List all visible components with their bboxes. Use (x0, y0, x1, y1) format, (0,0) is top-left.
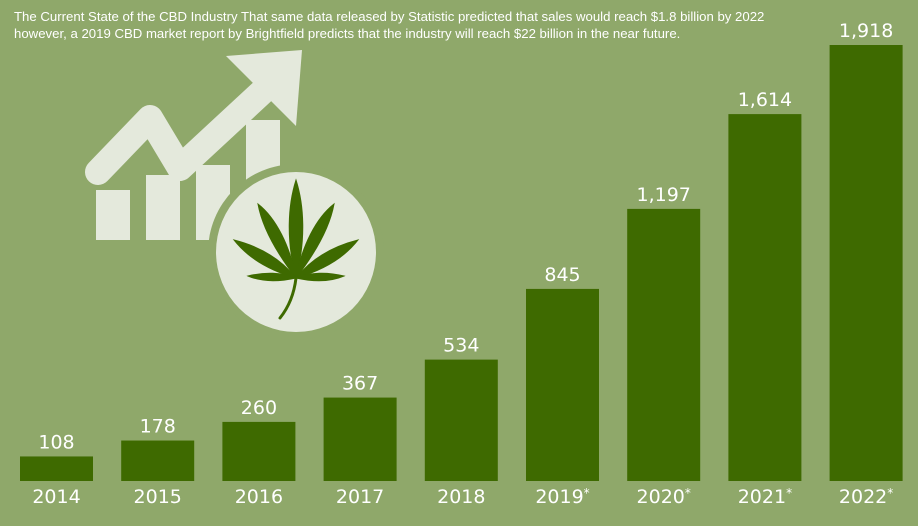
value-label: 108 (38, 431, 74, 453)
bar-2020 (627, 208, 701, 481)
bar-2017 (323, 397, 397, 481)
category-label: 2020* (637, 486, 691, 508)
category-label: 2019* (535, 486, 589, 508)
value-label: 1,918 (839, 20, 893, 42)
bar-2022 (829, 45, 903, 481)
bar-2021 (728, 114, 802, 481)
value-label: 367 (342, 373, 378, 395)
subtitle-line-2: however, a 2019 CBD market report by Bri… (14, 26, 681, 41)
value-label: 534 (443, 335, 479, 357)
value-label: 260 (241, 397, 277, 419)
value-label: 1,614 (738, 89, 792, 111)
bar-2016 (222, 421, 296, 481)
category-label: 2022* (839, 486, 893, 508)
bar-2014 (20, 456, 93, 481)
chart-subtitle: The Current State of the CBD Industry Th… (14, 8, 814, 42)
subtitle-line-1: The Current State of the CBD Industry Th… (14, 9, 765, 24)
category-label: 2016 (235, 486, 283, 508)
bar-2018 (424, 359, 498, 481)
category-label: 2015 (134, 486, 182, 508)
bar-2015 (121, 440, 195, 481)
value-label: 845 (544, 264, 580, 286)
cannabis-leaf-icon (208, 164, 384, 340)
value-label: 178 (140, 416, 176, 438)
value-label: 1,197 (636, 184, 690, 206)
category-label: 2014 (32, 486, 80, 508)
bar-2019 (526, 288, 599, 481)
category-label: 2017 (336, 486, 384, 508)
category-label: 2021* (738, 486, 792, 508)
category-label: 2018 (437, 486, 485, 508)
